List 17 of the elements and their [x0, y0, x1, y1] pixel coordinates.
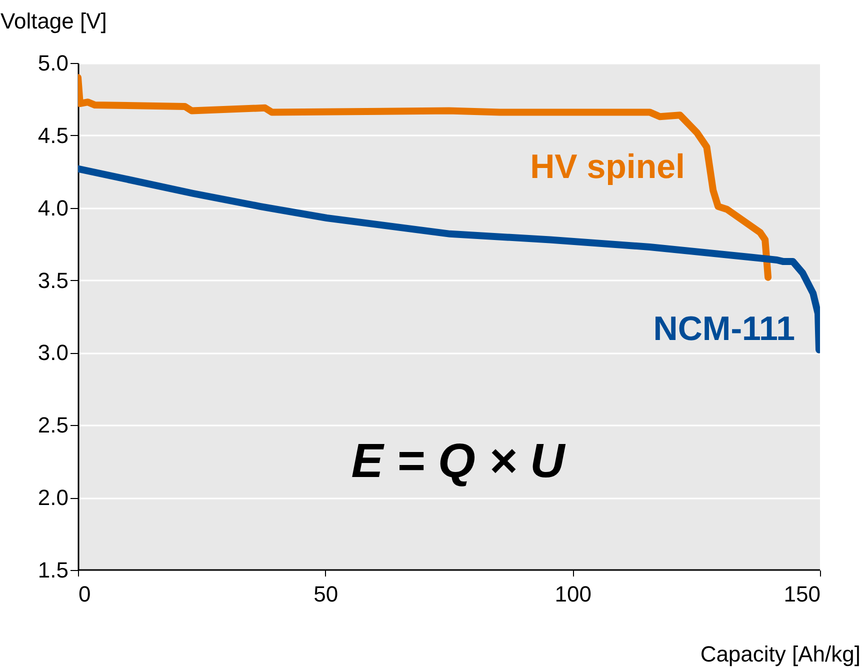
x-tick-label: 100 [554, 582, 592, 606]
x-tick-label: 150 [784, 582, 820, 606]
y-tick-label: 4.5 [38, 122, 68, 148]
y-tick-label: 3.0 [38, 340, 68, 366]
y-axis-title: Voltage [V] [0, 8, 107, 34]
x-tick-label: 0 [78, 582, 91, 606]
y-tick-label: 2.5 [38, 412, 68, 438]
y-tick-label: 5.0 [38, 50, 68, 76]
series-label: HV spinel [530, 148, 685, 186]
y-tick-label: 1.5 [38, 558, 68, 582]
x-axis-title: Capacity [Ah/kg] [700, 642, 860, 666]
y-tick-label: 3.5 [38, 268, 68, 293]
annotation: E = Q × U [351, 435, 566, 488]
y-tick-label: 4.0 [38, 195, 68, 220]
x-tick-label: 50 [314, 582, 338, 606]
series-label: NCM-111 [653, 310, 795, 348]
y-tick-label: 2.0 [38, 485, 68, 510]
